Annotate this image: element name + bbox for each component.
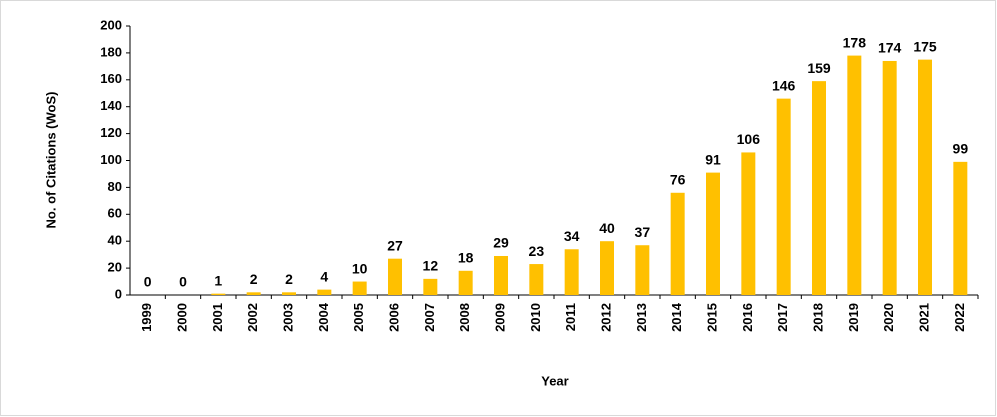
- x-tick-label: 2014: [669, 302, 684, 332]
- data-label: 159: [807, 60, 831, 76]
- x-tick-label: 2021: [916, 303, 931, 332]
- data-label: 106: [737, 131, 761, 147]
- data-label: 27: [387, 237, 403, 253]
- y-axis-title: No. of Citations (WoS): [43, 92, 58, 229]
- data-label: 178: [843, 34, 867, 50]
- y-tick-label: 60: [108, 206, 122, 221]
- y-tick-label: 180: [100, 44, 122, 59]
- data-label: 174: [878, 40, 902, 56]
- data-label: 91: [705, 151, 721, 167]
- bar: [494, 255, 508, 295]
- y-tick-label: 120: [100, 125, 122, 140]
- data-label: 2: [250, 271, 258, 287]
- x-tick-label: 2005: [351, 303, 366, 332]
- x-tick-label: 2001: [210, 303, 225, 332]
- bar: [635, 245, 650, 295]
- bar: [282, 292, 296, 295]
- x-tick-label: 2009: [492, 303, 507, 332]
- bar: [352, 281, 367, 295]
- x-tick-label: 2003: [280, 303, 295, 332]
- x-tick-label: 1999: [139, 303, 154, 332]
- data-label: 1: [214, 272, 222, 288]
- x-axis-title: Year: [541, 373, 568, 388]
- bar: [953, 161, 968, 295]
- bar: [246, 292, 261, 295]
- bar: [706, 172, 720, 295]
- y-tick-label: 0: [115, 286, 122, 301]
- data-label: 12: [423, 258, 439, 274]
- bar: [918, 59, 932, 295]
- x-tick-label: 2000: [174, 303, 189, 332]
- bar: [317, 289, 332, 295]
- y-tick-label: 40: [108, 233, 122, 248]
- bar: [812, 81, 826, 296]
- data-label: 37: [635, 224, 651, 240]
- x-tick-label: 2013: [634, 303, 649, 332]
- y-tick-label: 160: [100, 71, 122, 86]
- x-tick-label: 2011: [563, 303, 578, 331]
- data-label: 0: [144, 274, 152, 290]
- bar: [741, 152, 756, 295]
- y-tick-label: 140: [100, 98, 122, 113]
- bar: [388, 258, 402, 295]
- data-label: 10: [352, 260, 368, 276]
- x-tick-label: 2008: [457, 303, 472, 332]
- data-label: 23: [529, 243, 545, 259]
- y-tick-label: 100: [100, 152, 122, 167]
- data-label: 4: [320, 268, 328, 284]
- x-tick-label: 2002: [245, 303, 260, 332]
- bar: [600, 241, 614, 295]
- data-label: 18: [458, 249, 474, 265]
- x-tick-label: 2017: [775, 303, 790, 332]
- y-tick-label: 200: [100, 17, 122, 32]
- bar: [847, 55, 862, 296]
- x-tick-label: 2016: [740, 303, 755, 332]
- bar: [211, 293, 226, 295]
- data-label: 34: [564, 228, 580, 244]
- data-label: 99: [953, 141, 969, 157]
- y-tick-label: 80: [108, 179, 122, 194]
- bar: [776, 98, 791, 295]
- bar: [529, 264, 544, 295]
- x-tick-label: 2006: [386, 303, 401, 332]
- bar: [423, 278, 438, 295]
- data-label: 0: [179, 274, 187, 290]
- x-tick-label: 2010: [528, 303, 543, 332]
- x-tick-label: 2018: [810, 303, 825, 332]
- x-tick-label: 2004: [316, 302, 331, 332]
- data-label: 146: [772, 77, 796, 93]
- x-tick-label: 2012: [598, 303, 613, 332]
- x-tick-label: 2019: [846, 303, 861, 332]
- x-tick-label: 2015: [704, 303, 719, 332]
- bar: [458, 270, 473, 295]
- bar: [882, 60, 897, 295]
- data-label: 2: [285, 271, 293, 287]
- x-tick-label: 2022: [952, 303, 967, 332]
- data-label: 40: [599, 220, 615, 236]
- x-tick-label: 2020: [881, 303, 896, 332]
- bar: [564, 249, 579, 295]
- bar: [670, 192, 685, 295]
- data-label: 76: [670, 171, 686, 187]
- y-tick-label: 20: [108, 260, 122, 275]
- data-label: 175: [913, 38, 937, 54]
- x-tick-label: 2007: [422, 303, 437, 332]
- data-label: 29: [493, 235, 509, 251]
